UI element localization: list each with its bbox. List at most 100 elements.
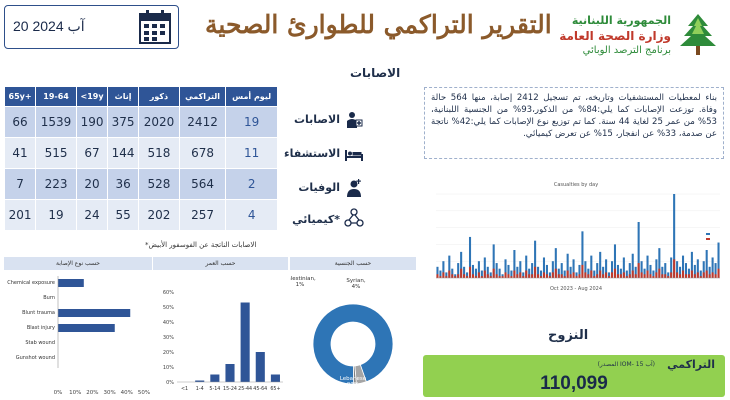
table-cell: 55 [107, 199, 140, 231]
daily-bar [566, 270, 569, 278]
age-chart: 0% 10% 20% 30% 40% 50% 60% <1 1-4 5-14 15-24 25-44 4… [163, 290, 283, 392]
category-label: Blunt trauma [22, 310, 55, 316]
daily-bar [581, 264, 584, 278]
daily-bar [705, 270, 708, 278]
daily-bar [548, 272, 551, 278]
daily-bar [495, 274, 498, 278]
daily-bar [560, 274, 563, 278]
daily-bar [714, 263, 717, 278]
daily-bar [557, 268, 560, 278]
y-tick-label: 60% [163, 290, 174, 296]
daily-bar [575, 272, 578, 278]
table-cell: 515 [35, 137, 77, 169]
daily-bar [590, 255, 593, 278]
injury-type-chart: 0% 10% 20% 30% 40% 50% Chemical exposure Burn Bl… [7, 276, 150, 396]
daily-bar [534, 266, 537, 278]
daily-bar [457, 274, 460, 278]
table-cell: 2 [225, 168, 278, 200]
daily-bar [670, 272, 673, 278]
daily-bar [563, 276, 566, 278]
daily-bar [667, 272, 670, 278]
daily-bar [537, 274, 540, 278]
daily-bar [528, 274, 531, 278]
daily-bar [593, 270, 596, 278]
daily-bar [466, 272, 469, 278]
pie-slice-palestinian [353, 365, 357, 385]
daily-bar [702, 272, 705, 278]
daily-bar [631, 253, 634, 278]
row-label-deaths: الوفيات [298, 181, 340, 194]
daily-bar [492, 268, 495, 278]
table-cell: 1539 [35, 106, 77, 138]
daily-bar [596, 263, 599, 278]
daily-bar [539, 270, 543, 278]
daily-bar [593, 276, 596, 278]
table-cell: 257 [178, 199, 227, 231]
daily-bar [522, 272, 525, 278]
daily-bar [646, 255, 649, 278]
daily-bar [637, 263, 640, 278]
header-cumulative: التراكمي [178, 86, 227, 107]
daily-bar [625, 276, 628, 278]
x-tick-label: 20% [86, 390, 98, 396]
daily-bar [560, 263, 563, 278]
daily-bar [643, 268, 646, 278]
daily-bar [480, 270, 483, 278]
daily-bar [619, 274, 622, 278]
legend-swatch [706, 233, 710, 235]
daily-bar [519, 261, 522, 278]
daily-bar [681, 255, 685, 278]
row-label-hospitalization: الاستشفاء [284, 147, 341, 160]
daily-bar [655, 272, 658, 278]
daily-bar [587, 268, 590, 278]
daily-bar [619, 268, 622, 278]
category-label: <1 [181, 386, 188, 392]
daily-bar [622, 272, 625, 278]
x-tick-label: 0% [54, 390, 63, 396]
pie-label: Lebanese 93% [340, 376, 367, 388]
daily-bar [587, 274, 590, 278]
daily-bar [522, 276, 525, 278]
daily-bar [649, 274, 652, 278]
daily-bar [602, 266, 605, 278]
table-cell: 19 [35, 199, 77, 231]
daily-bar [640, 261, 643, 278]
category-label: 5-14 [209, 386, 220, 392]
daily-bar [690, 251, 693, 278]
daily-bar [539, 276, 543, 278]
daily-bar [489, 276, 492, 278]
daily-bar [596, 274, 599, 278]
daily-bar [483, 270, 486, 278]
daily-bar [696, 272, 699, 278]
daily-bar [590, 270, 593, 278]
daily-bar [652, 270, 655, 278]
daily-bar [673, 259, 676, 278]
daily-bar [679, 266, 682, 278]
daily-bar [708, 274, 711, 278]
daily-bar [628, 274, 631, 278]
header-65plus: 65y+ [3, 86, 37, 107]
daily-bar [495, 263, 498, 278]
deceased-person-icon [347, 179, 361, 197]
category-label: 45-64 [253, 386, 267, 392]
panel-header-injury-type: حسب نوع الإصابة [4, 257, 152, 270]
table-cell: 144 [107, 137, 140, 169]
pie-label: Syrian, 4% [346, 278, 365, 290]
displacement-value: 110,099 [540, 373, 608, 394]
header-19-64: 19-64 [35, 86, 77, 107]
header-yesterday: ليوم أمس [225, 86, 278, 107]
daily-bar [569, 266, 572, 278]
table-row: 41 515 67 144 518 678 11 [3, 137, 278, 169]
daily-bar [679, 274, 682, 278]
daily-bar [708, 266, 711, 278]
daily-bar [468, 266, 472, 278]
daily-bar [599, 251, 602, 278]
casualties-by-day-chart: Casualties by day Oct 2023 - Aug 2024 [436, 182, 720, 292]
daily-bar [513, 270, 516, 278]
daily-bar [439, 270, 442, 278]
daily-bar [445, 272, 448, 278]
daily-bar [483, 257, 486, 278]
daily-bar [542, 257, 546, 278]
daily-bar [670, 257, 673, 278]
table-cell: 518 [138, 137, 180, 169]
